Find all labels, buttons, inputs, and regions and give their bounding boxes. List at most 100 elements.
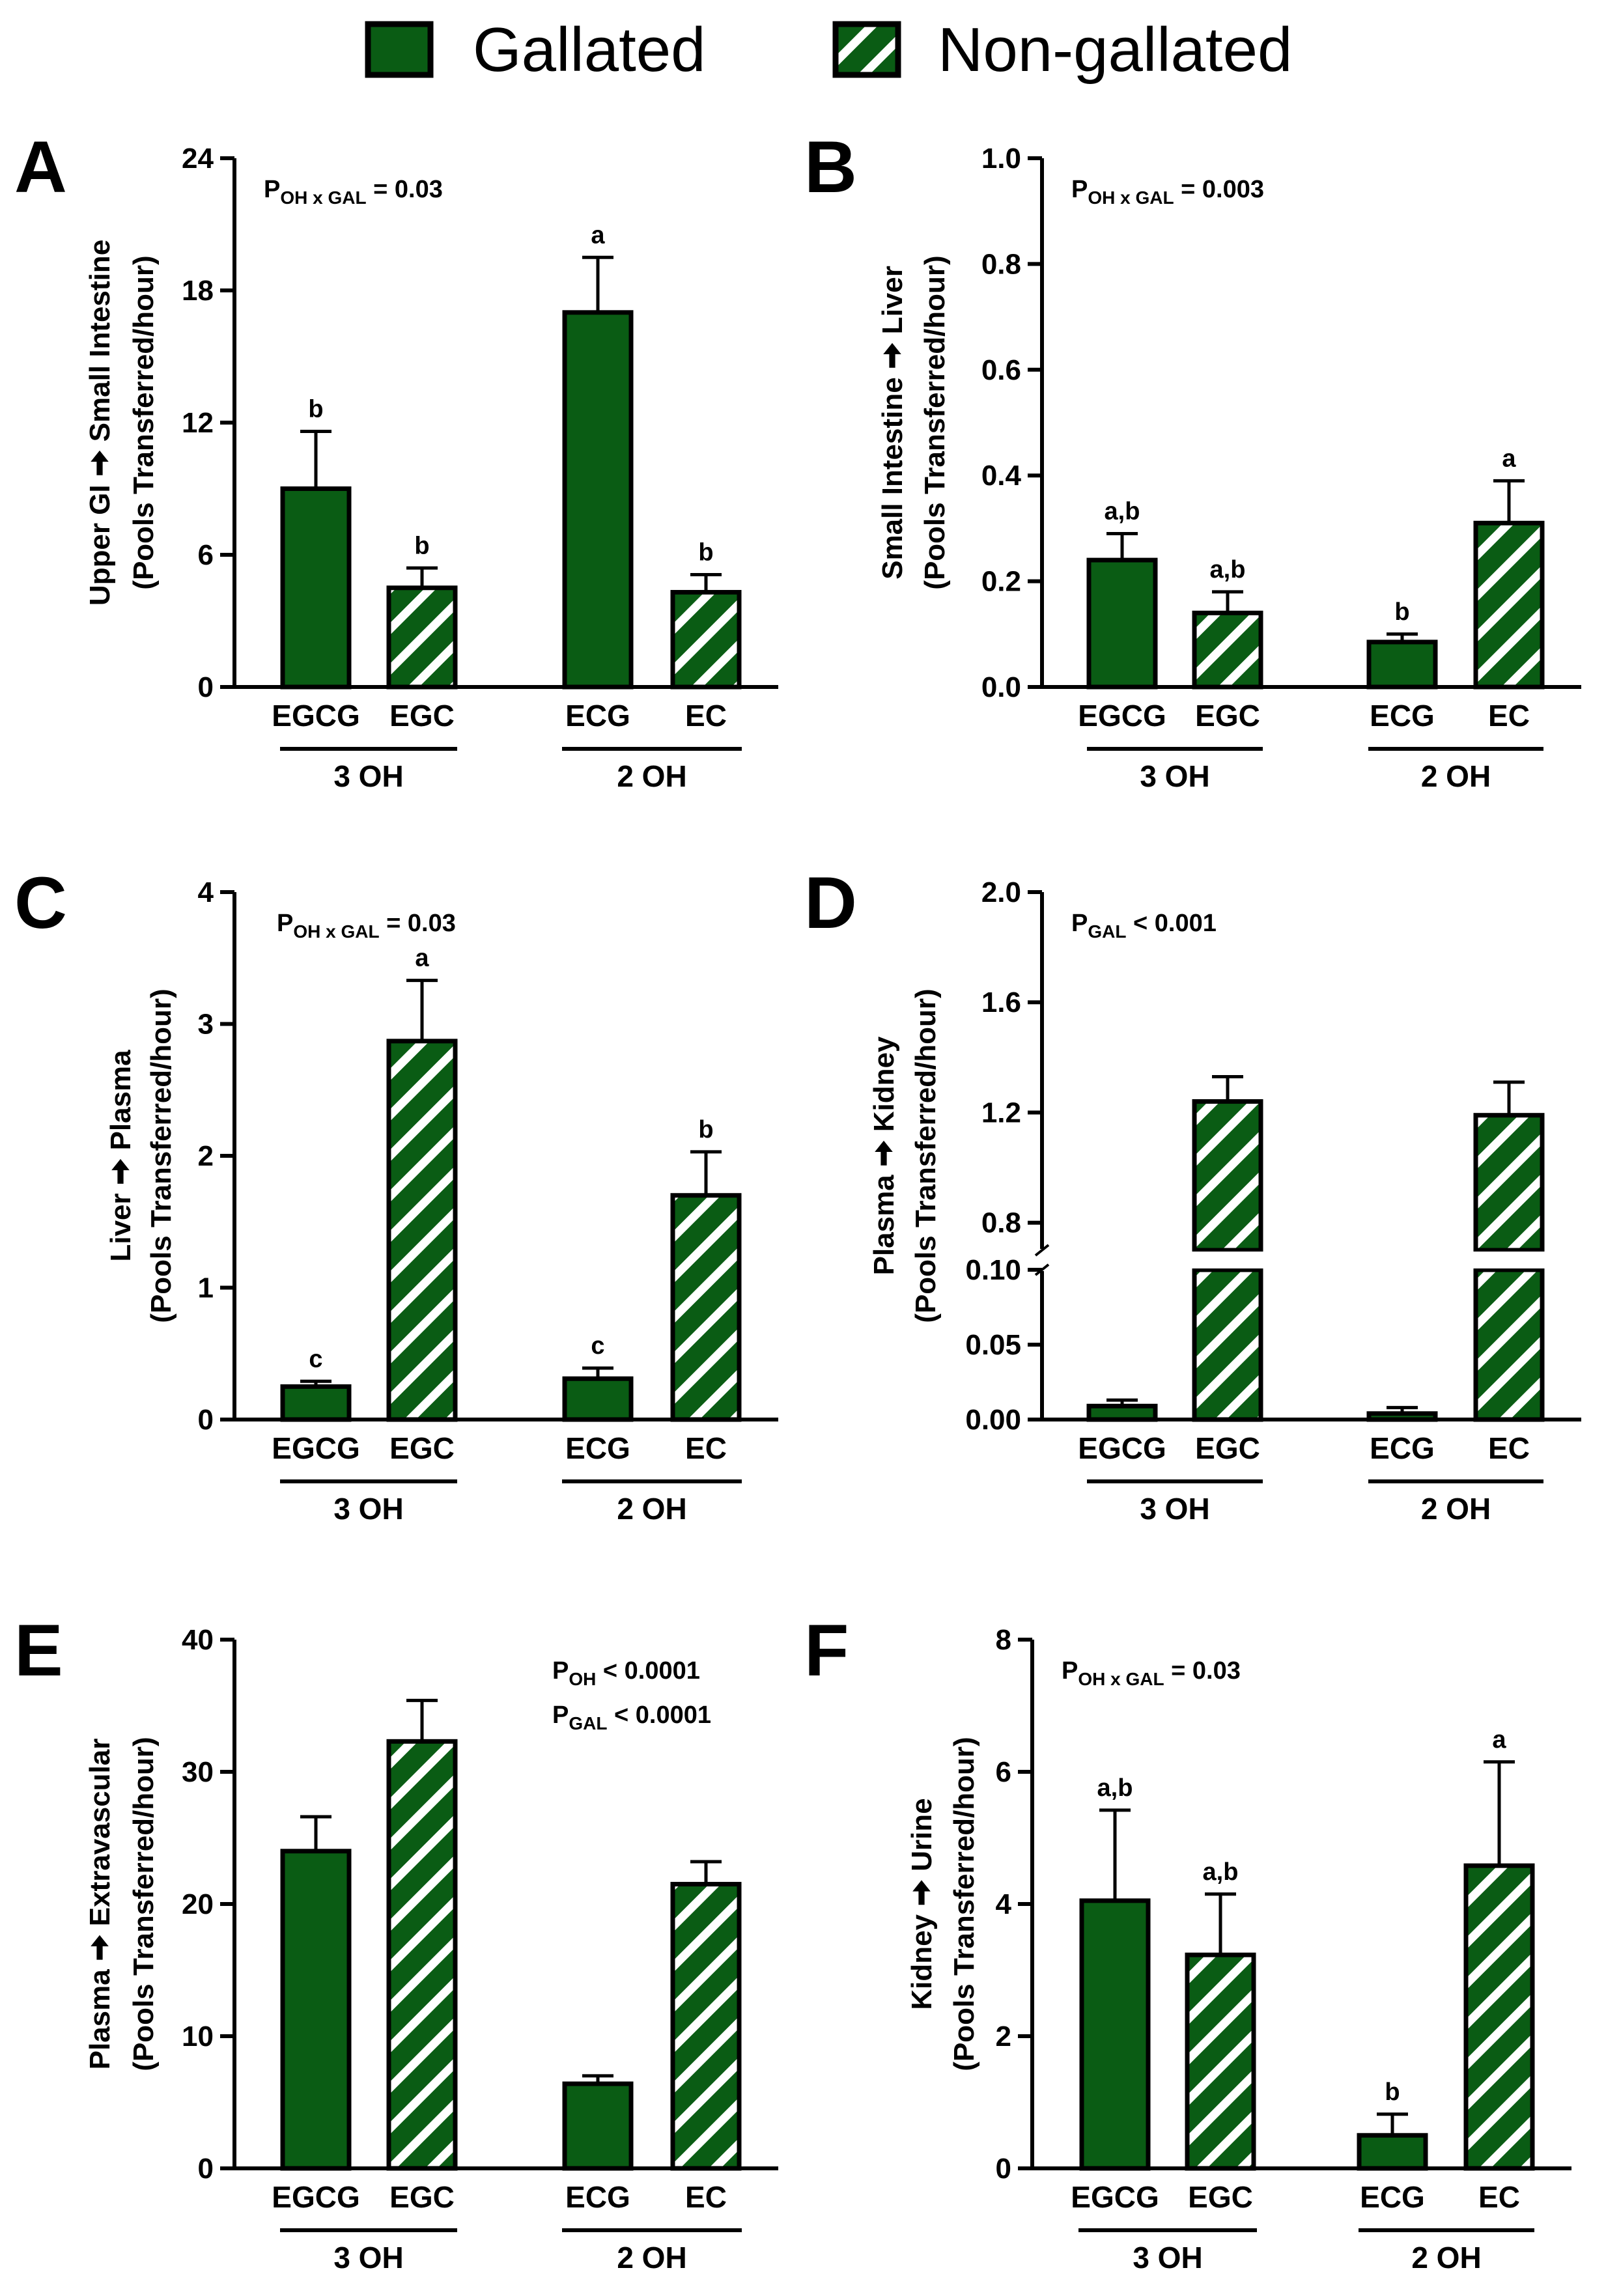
y-axis-label-from: Plasma bbox=[868, 1175, 900, 1276]
y-axis-label-to: Kidney bbox=[868, 1036, 900, 1132]
y-axis-label-line1: Plasma Kidney bbox=[868, 1036, 900, 1275]
panel-c: C 0 1 2 3 4 Liver Plasma (Pools Transferred/hou… bbox=[14, 862, 778, 1526]
significance-label: a,b bbox=[1097, 1774, 1133, 1802]
panel-letter: D bbox=[804, 862, 857, 944]
group-label: 2 OH bbox=[1421, 759, 1491, 793]
bar-gallated bbox=[1079, 1898, 1151, 2171]
stats-annotation: POH < 0.0001 bbox=[552, 1657, 700, 1689]
y-tick-label: 0.8 bbox=[981, 1207, 1021, 1239]
category-label: EC bbox=[685, 699, 727, 733]
stats-annotation: POH x GAL = 0.003 bbox=[1071, 176, 1264, 208]
arrow-icon bbox=[111, 1158, 130, 1184]
stats-subscript: OH x GAL bbox=[280, 188, 366, 208]
stats-annotation: POH x GAL = 0.03 bbox=[264, 176, 443, 208]
legend-nongallated-swatch bbox=[832, 21, 901, 78]
y-tick-label: 40 bbox=[182, 1624, 214, 1656]
y-tick-label: 4 bbox=[996, 1888, 1012, 1920]
bar-nongallated bbox=[386, 1739, 458, 2171]
y-axis-label-from: Liver bbox=[105, 1193, 137, 1261]
panel-letter: A bbox=[14, 126, 67, 208]
group-label: 3 OH bbox=[1140, 759, 1209, 793]
stats-subscript: GAL bbox=[569, 1713, 607, 1733]
category-label: EGCG bbox=[1078, 1431, 1166, 1465]
stats-subscript: OH x GAL bbox=[1078, 1669, 1164, 1689]
significance-label: a bbox=[1492, 1726, 1506, 1754]
stats-value: = 0.03 bbox=[367, 176, 443, 203]
y-tick-label: 6 bbox=[198, 539, 214, 571]
arrow-icon bbox=[883, 343, 901, 368]
y-axis-label-line1: Liver Plasma bbox=[105, 1050, 137, 1262]
y-tick-label: 0.05 bbox=[965, 1329, 1021, 1361]
stats-p: P bbox=[264, 176, 280, 203]
stats-value: < 0.0001 bbox=[607, 1701, 711, 1729]
panel-letter: B bbox=[804, 126, 857, 208]
y-axis-label: Liver Plasma (Pools Transferred/hour) bbox=[105, 988, 177, 1323]
significance-label: a bbox=[1502, 445, 1516, 472]
arrow-icon bbox=[91, 1935, 109, 1960]
category-label: EGCG bbox=[1071, 2180, 1159, 2214]
y-tick-label: 1 bbox=[198, 1272, 214, 1304]
y-tick-label: 0.00 bbox=[965, 1404, 1021, 1436]
group-label: 3 OH bbox=[1133, 2241, 1202, 2275]
category-label: EGCG bbox=[1078, 699, 1166, 733]
stats-value: < 0.0001 bbox=[596, 1657, 700, 1685]
category-label: EC bbox=[1488, 1431, 1530, 1465]
category-label: EC bbox=[1488, 699, 1530, 733]
y-tick-label: 1.2 bbox=[981, 1097, 1021, 1128]
y-axis-label-to: Small Intestine bbox=[84, 240, 116, 442]
group-label: 2 OH bbox=[617, 2241, 686, 2275]
y-tick-label: 2 bbox=[996, 2021, 1011, 2052]
bar-nongallated bbox=[670, 590, 742, 690]
legend-gallated-label: Gallated bbox=[473, 15, 706, 85]
axis-break-gap bbox=[1472, 1252, 1546, 1268]
legend-nongallated-label: Non-gallated bbox=[938, 15, 1292, 85]
stats-p: P bbox=[1071, 176, 1088, 203]
significance-label: b bbox=[1385, 2079, 1400, 2106]
significance-label: c bbox=[309, 1345, 322, 1373]
y-axis-label-line1: Small Intestine Liver bbox=[877, 266, 909, 580]
bar-nongallated bbox=[670, 1193, 742, 1422]
bar-gallated bbox=[1086, 1403, 1158, 1422]
category-label: EGCG bbox=[272, 2180, 359, 2214]
y-axis-label-line1: Upper GI Small Intestine bbox=[84, 240, 116, 606]
significance-label: c bbox=[591, 1332, 604, 1360]
category-label: EGC bbox=[1195, 1431, 1260, 1465]
category-label: EGC bbox=[1195, 699, 1260, 733]
bar-gallated bbox=[1366, 1411, 1438, 1422]
y-axis-label-line2: (Pools Transferred/hour) bbox=[948, 1737, 980, 2071]
category-label: ECG bbox=[565, 699, 630, 733]
bar-gallated bbox=[562, 1376, 634, 1422]
stats-subscript: OH x GAL bbox=[1088, 188, 1174, 208]
stats-subscript: GAL bbox=[1088, 921, 1126, 942]
stats-annotation: POH x GAL = 0.03 bbox=[1062, 1657, 1241, 1689]
bar-gallated bbox=[280, 1849, 352, 2171]
y-tick-label: 4 bbox=[198, 876, 214, 908]
y-axis-label: Small Intestine Liver (Pools Transferred/… bbox=[877, 255, 951, 589]
stats-p: P bbox=[277, 910, 293, 937]
stats-value: = 0.03 bbox=[1164, 1657, 1241, 1685]
group-label: 3 OH bbox=[333, 759, 403, 793]
y-tick-label: 1.6 bbox=[981, 987, 1021, 1018]
category-label: EC bbox=[685, 1431, 727, 1465]
significance-label: b bbox=[1394, 598, 1409, 626]
y-axis-label-from: Small Intestine bbox=[877, 377, 909, 580]
y-tick-label: 0.4 bbox=[981, 460, 1022, 492]
y-tick-label: 0 bbox=[198, 671, 214, 703]
category-label: ECG bbox=[1370, 699, 1435, 733]
panel-letter: F bbox=[804, 1610, 849, 1691]
group-label: 3 OH bbox=[333, 1492, 403, 1526]
y-tick-label: 1.0 bbox=[981, 143, 1021, 175]
significance-label: a bbox=[415, 945, 429, 972]
bar-nongallated bbox=[1473, 1113, 1545, 1253]
bar-nongallated bbox=[1473, 520, 1545, 690]
y-tick-label: 8 bbox=[996, 1624, 1011, 1656]
y-axis-label-from: Kidney bbox=[906, 1914, 938, 2009]
y-tick-label: 0.8 bbox=[981, 248, 1021, 280]
y-axis-label-line2: (Pools Transferred/hour) bbox=[145, 988, 177, 1323]
bar-nongallated bbox=[1185, 1952, 1256, 2171]
y-axis-label-line2: (Pools Transferred/hour) bbox=[128, 1737, 160, 2071]
stats-p: P bbox=[552, 1701, 569, 1729]
y-axis-label-to: Extravascular bbox=[84, 1739, 116, 1927]
y-tick-label: 6 bbox=[996, 1756, 1011, 1788]
panel-d: D 0.00 0.05 0.10 0.8 1.2 1.6 2.0 Plasma Kidney (P… bbox=[804, 862, 1581, 1526]
